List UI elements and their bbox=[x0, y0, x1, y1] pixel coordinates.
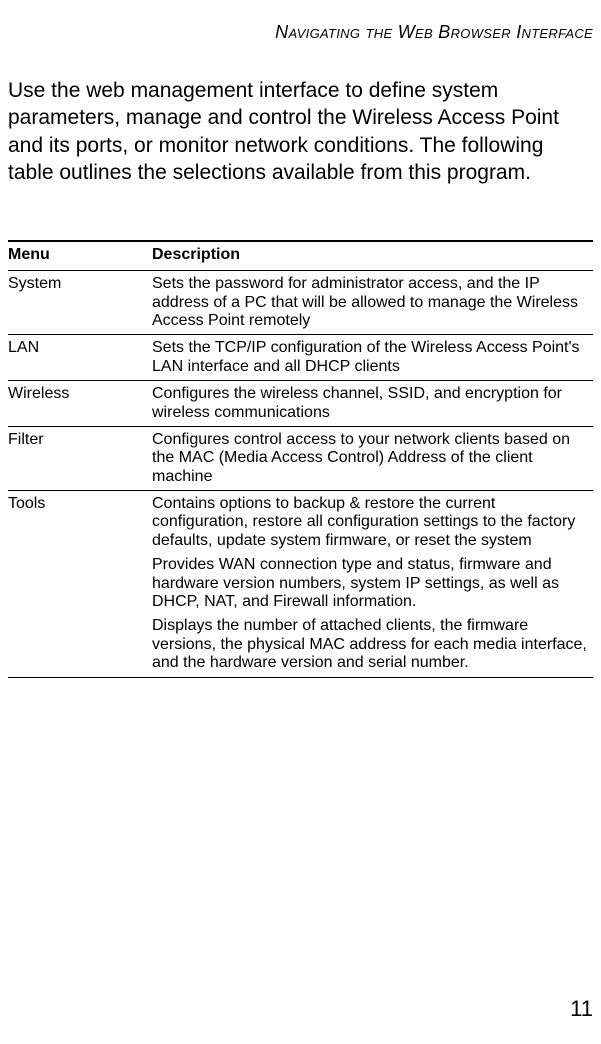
header-description: Description bbox=[152, 241, 593, 271]
cell-description: Configures the wireless channel, SSID, a… bbox=[152, 381, 593, 427]
desc-paragraph: Configures the wireless channel, SSID, a… bbox=[152, 385, 589, 422]
page: Navigating the Web Browser Interface Use… bbox=[0, 0, 601, 1044]
cell-menu: System bbox=[8, 271, 152, 335]
table-row: Tools Contains options to backup & resto… bbox=[8, 491, 593, 678]
desc-paragraph: Contains options to backup & restore the… bbox=[152, 495, 589, 550]
table-row: System Sets the password for administrat… bbox=[8, 271, 593, 335]
table-header-row: Menu Description bbox=[8, 241, 593, 271]
table-row: Filter Configures control access to your… bbox=[8, 426, 593, 490]
page-number: 11 bbox=[570, 996, 593, 1022]
cell-menu: LAN bbox=[8, 335, 152, 381]
desc-paragraph: Displays the number of attached clients,… bbox=[152, 617, 589, 672]
cell-menu: Filter bbox=[8, 426, 152, 490]
cell-description: Sets the password for administrator acce… bbox=[152, 271, 593, 335]
desc-paragraph: Configures control access to your networ… bbox=[152, 431, 589, 486]
desc-paragraph: Sets the TCP/IP configuration of the Wir… bbox=[152, 339, 589, 376]
intro-paragraph: Use the web management interface to defi… bbox=[8, 77, 593, 186]
cell-description: Configures control access to your networ… bbox=[152, 426, 593, 490]
cell-description: Contains options to backup & restore the… bbox=[152, 491, 593, 678]
table-row: Wireless Configures the wireless channel… bbox=[8, 381, 593, 427]
running-head: Navigating the Web Browser Interface bbox=[8, 22, 593, 43]
cell-menu: Tools bbox=[8, 491, 152, 678]
menu-table: Menu Description System Sets the passwor… bbox=[8, 240, 593, 677]
table-row: LAN Sets the TCP/IP configuration of the… bbox=[8, 335, 593, 381]
desc-paragraph: Sets the password for administrator acce… bbox=[152, 275, 589, 330]
cell-menu: Wireless bbox=[8, 381, 152, 427]
header-menu: Menu bbox=[8, 241, 152, 271]
cell-description: Sets the TCP/IP configuration of the Wir… bbox=[152, 335, 593, 381]
desc-paragraph: Provides WAN connection type and status,… bbox=[152, 556, 589, 611]
